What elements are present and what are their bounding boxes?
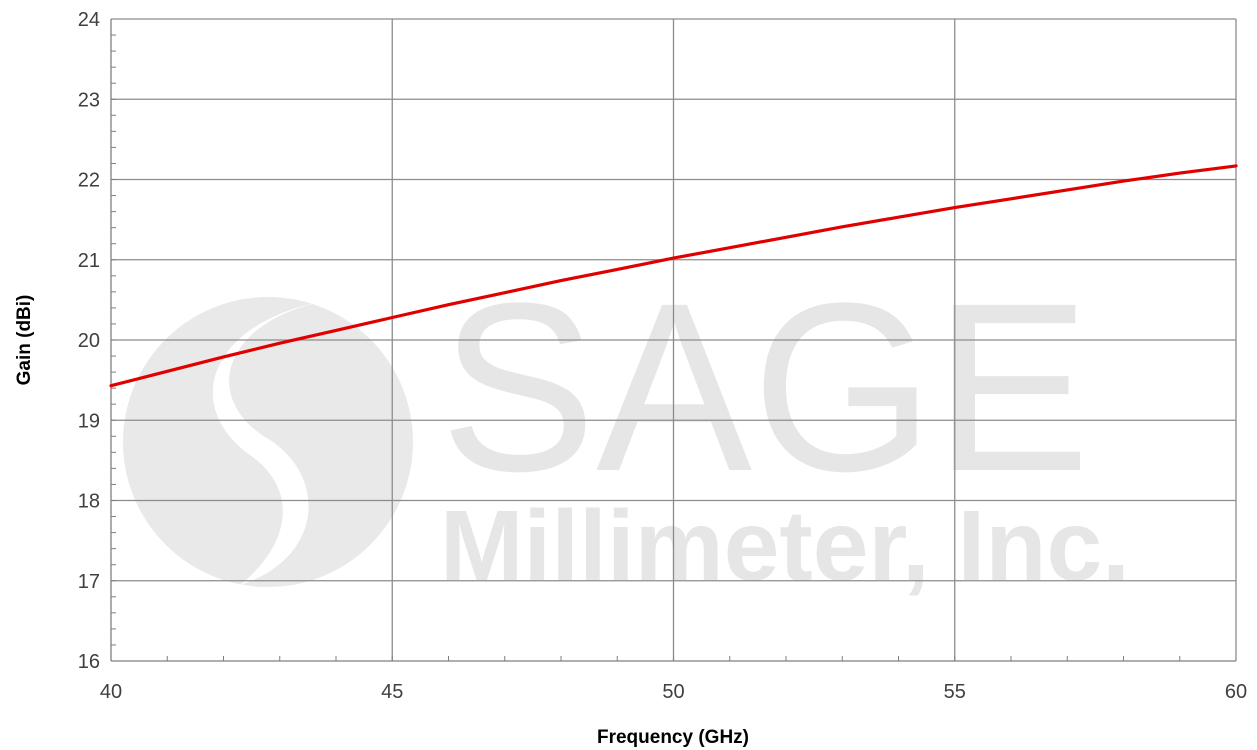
x-tick-label-40: 40 [100, 681, 122, 703]
y-tick-label-24: 24 [78, 9, 100, 31]
series-line-0 [109, 164, 1238, 388]
x-tick-label-50: 50 [662, 681, 684, 703]
x-tick-labels: 40 45 50 55 60 [100, 681, 1247, 703]
y-tick-label-18: 18 [78, 491, 100, 513]
x-tick-label-60: 60 [1225, 681, 1247, 703]
y-tick-labels: 16 17 18 19 20 21 22 23 24 [78, 9, 100, 673]
y-axis-title: Gain (dBi) [14, 295, 35, 386]
watermark-brand: SAGE [440, 253, 1090, 521]
y-tick-label-23: 23 [78, 89, 100, 111]
tick-marks [111, 34, 1181, 661]
x-tick-label-45: 45 [381, 681, 403, 703]
series-group [109, 164, 1238, 388]
x-tick-label-55: 55 [944, 681, 966, 703]
watermark-company: Millimeter, Inc. [440, 490, 1130, 602]
watermark-logo-swirl [212, 300, 330, 585]
sage-millimeter-watermark: SAGE Millimeter, Inc. [123, 253, 1130, 602]
y-tick-label-20: 20 [78, 330, 100, 352]
y-tick-label-22: 22 [78, 170, 100, 192]
y-tick-label-21: 21 [78, 250, 100, 272]
y-tick-label-16: 16 [78, 651, 100, 673]
x-axis-title: Frequency (GHz) [597, 727, 749, 748]
y-tick-label-17: 17 [78, 571, 100, 593]
y-tick-label-19: 19 [78, 410, 100, 432]
